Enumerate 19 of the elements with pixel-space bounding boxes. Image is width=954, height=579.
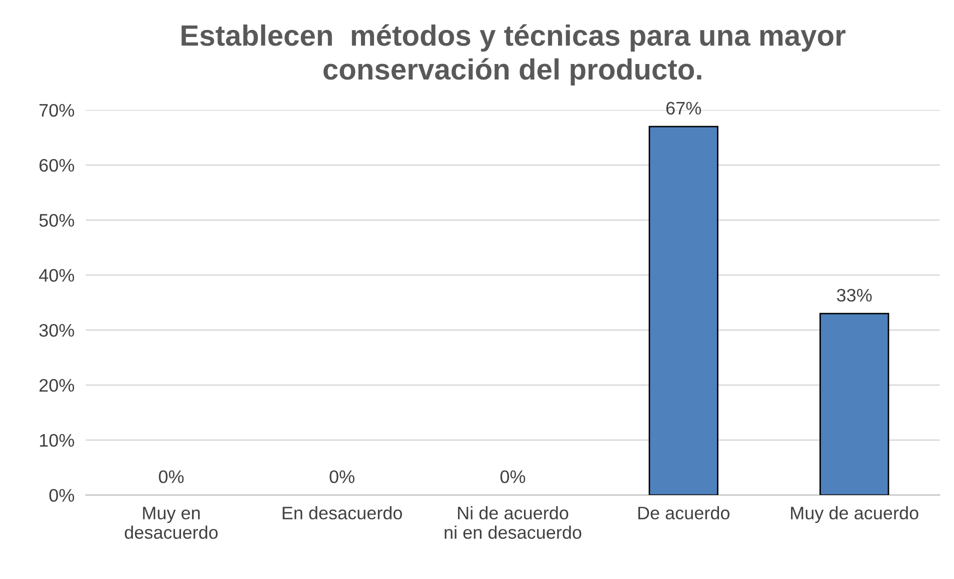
data-label: 67%	[666, 102, 701, 115]
y-tick-label: 60%	[40, 158, 74, 172]
y-tick-label: 10%	[40, 434, 74, 447]
data-label: 33%	[836, 288, 872, 302]
x-tick-label: Muy de acuerdo	[791, 506, 918, 523]
x-tick-label: Ni de acuerdo ni en desacuerdo	[444, 506, 582, 539]
y-tick-label: 50%	[39, 214, 74, 227]
chart-title: Establecen métodos y técnicas para una mayor conservación del producto.	[182, 24, 846, 86]
data-label: 0%	[500, 470, 526, 484]
data-label: 0%	[158, 470, 184, 484]
x-tick-label: En desacuerdo	[282, 506, 402, 520]
x-tick-label: De acuerdo	[638, 506, 730, 520]
x-tick-label: Muy en desacuerdo	[124, 506, 218, 539]
y-tick-label: 40%	[39, 268, 74, 282]
y-tick-label: 20%	[40, 378, 74, 392]
y-tick-label: 0%	[49, 488, 74, 502]
y-tick-label: 70%	[40, 104, 74, 117]
data-label: 0%	[330, 470, 354, 484]
y-tick-label: 30%	[39, 324, 74, 337]
